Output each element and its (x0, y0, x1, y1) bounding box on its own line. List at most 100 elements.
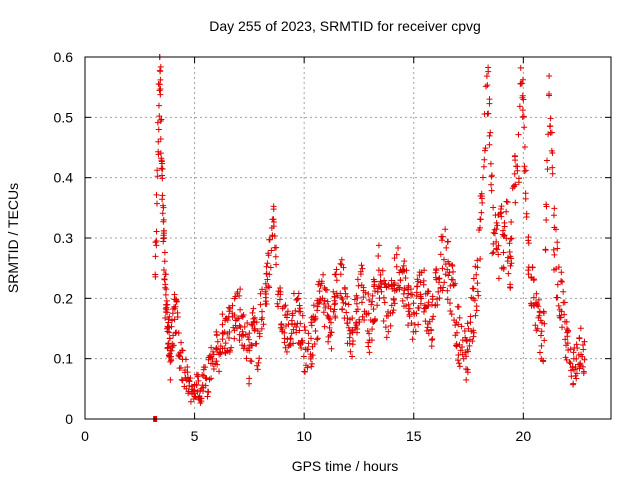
data-point (525, 267, 532, 274)
data-point (474, 257, 481, 264)
data-point (517, 64, 524, 71)
data-point (213, 345, 220, 352)
data-point (281, 303, 288, 310)
data-point (187, 398, 194, 405)
data-point (533, 302, 540, 309)
data-point (408, 320, 415, 327)
data-point (540, 310, 547, 317)
data-point (350, 337, 357, 344)
data-point (293, 324, 300, 331)
data-point (569, 363, 576, 370)
data-point (453, 329, 460, 336)
data-point (425, 299, 432, 306)
data-point (204, 388, 211, 395)
data-point (327, 319, 334, 326)
data-point (194, 388, 201, 395)
y-tick-label: 0.4 (54, 170, 74, 186)
data-point (158, 116, 165, 123)
data-point (456, 360, 463, 367)
data-point (164, 328, 171, 335)
data-point (415, 321, 422, 328)
data-point (312, 313, 319, 320)
data-point (198, 395, 205, 402)
data-point (477, 216, 484, 223)
data-point (400, 262, 407, 269)
data-point (562, 336, 569, 343)
data-point (393, 263, 400, 270)
data-point (158, 165, 165, 172)
data-point (277, 284, 284, 291)
data-point (185, 390, 192, 397)
data-point (494, 222, 501, 229)
data-point (359, 265, 366, 272)
data-point (578, 351, 585, 358)
data-point (549, 170, 556, 177)
data-point (504, 258, 511, 265)
data-point (331, 271, 338, 278)
data-point (375, 252, 382, 259)
data-point (320, 309, 327, 316)
data-point (525, 234, 532, 241)
data-point (464, 338, 471, 345)
data-point (561, 311, 568, 318)
data-point (368, 337, 375, 344)
data-point (455, 357, 462, 364)
data-point (312, 327, 319, 334)
data-point (159, 166, 166, 173)
data-point (208, 344, 215, 351)
data-point (547, 122, 554, 129)
data-point (521, 124, 528, 131)
data-point (397, 277, 404, 284)
data-point (272, 253, 279, 260)
data-point (355, 282, 362, 289)
data-point (463, 337, 470, 344)
data-point (428, 301, 435, 308)
data-point (405, 322, 412, 329)
data-point (301, 323, 308, 330)
data-point (546, 73, 553, 80)
data-point (168, 323, 175, 330)
data-point (478, 209, 485, 216)
data-point (236, 337, 243, 344)
data-point (440, 284, 447, 291)
data-point (194, 373, 201, 380)
data-point (396, 269, 403, 276)
data-point (573, 341, 580, 348)
data-point (162, 291, 169, 298)
data-point (166, 335, 173, 342)
data-point (301, 368, 308, 375)
data-point (390, 307, 397, 314)
data-point (484, 82, 491, 89)
data-point (326, 316, 333, 323)
data-point (352, 319, 359, 326)
data-point (436, 279, 443, 286)
data-point (405, 301, 412, 308)
data-point (366, 330, 373, 337)
data-point (385, 283, 392, 290)
data-point (342, 300, 349, 307)
data-point (441, 256, 448, 263)
data-point (354, 306, 361, 313)
data-point (570, 380, 577, 387)
data-point (446, 260, 453, 267)
data-point (383, 334, 390, 341)
data-point (300, 353, 307, 360)
axis-ticks: 0 0.1 0.2 0.3 0.4 0.5 0.6 0 5 10 15 20 (54, 49, 611, 444)
data-point (519, 92, 526, 99)
data-point (581, 356, 588, 363)
data-point (366, 349, 373, 356)
data-point (157, 117, 164, 124)
data-point (154, 200, 161, 207)
data-point (308, 363, 315, 370)
data-point (214, 346, 221, 353)
data-point (436, 295, 443, 302)
data-point (371, 317, 378, 324)
data-point (477, 224, 484, 231)
data-point (519, 80, 526, 87)
data-point (361, 317, 368, 324)
data-point (341, 286, 348, 293)
data-point (410, 300, 417, 307)
data-point (441, 279, 448, 286)
data-point (454, 303, 461, 310)
